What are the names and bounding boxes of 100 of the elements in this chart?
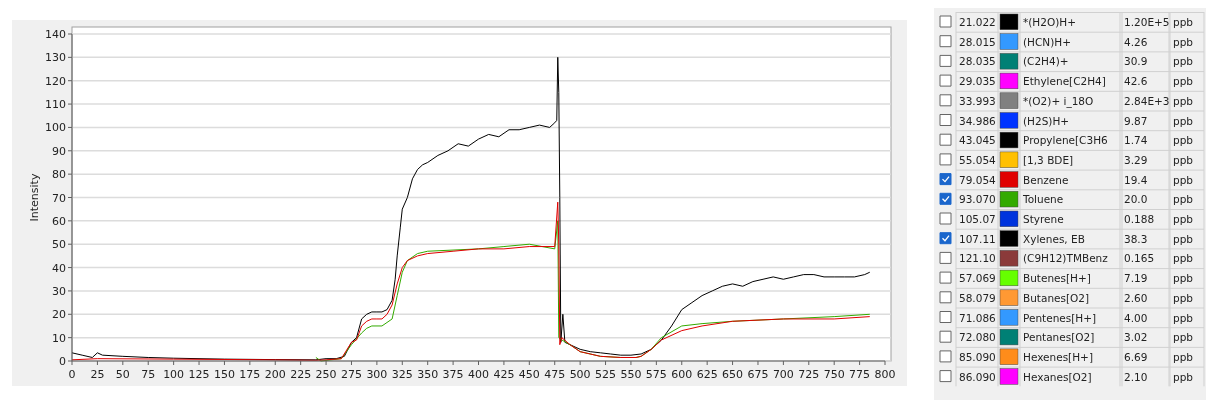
- text: ppb: [1173, 213, 1194, 225]
- text: ppb: [1173, 193, 1194, 206]
- x-tick-label: 250: [315, 368, 337, 381]
- text: ppb: [1173, 331, 1194, 344]
- legend-label: (C9H12)TMBenz: [1023, 252, 1109, 265]
- y-tick-label: 100: [45, 121, 66, 135]
- text: 34.986: [959, 114, 997, 127]
- y-tick-label: 0: [59, 355, 66, 368]
- x-tick-label: 375: [442, 368, 464, 381]
- y-tick-label: 10: [52, 331, 66, 345]
- y-tick-label: 80: [52, 168, 66, 182]
- legend-label: Benzene: [1023, 173, 1069, 186]
- text: ppb: [1173, 291, 1194, 304]
- legend-label: Xylenes, EB: [1023, 232, 1085, 245]
- text: ppb: [1173, 134, 1194, 147]
- x-tick-label: 75: [141, 368, 156, 381]
- text: 2.10: [1124, 370, 1148, 383]
- text: ppb: [1173, 153, 1194, 166]
- text: 29.035: [959, 75, 996, 88]
- text: 3.02: [1124, 331, 1148, 344]
- legend-label: Pentenes[H+]: [1023, 311, 1097, 324]
- legend-label: Hexenes[H+]: [1023, 350, 1093, 363]
- text: ppb: [1173, 94, 1194, 107]
- legend-label: Ethylene[C2H4]: [1023, 75, 1106, 88]
- x-tick-label: 50: [115, 368, 130, 381]
- legend-label: (H2S)H+: [1023, 114, 1070, 127]
- text: 19.4: [1124, 173, 1148, 186]
- y-tick-label: 20: [52, 308, 66, 322]
- text: 20.0: [1124, 193, 1148, 206]
- text: ppb: [1173, 252, 1194, 265]
- text: 7.19: [1124, 272, 1148, 285]
- y-tick-label: 50: [52, 238, 66, 252]
- text: 2.60: [1124, 291, 1148, 304]
- legend-label: Styrene: [1023, 213, 1064, 225]
- text: ppb: [1173, 232, 1194, 245]
- legend-label: Butenes[H+]: [1023, 272, 1091, 285]
- text: 86.090: [959, 370, 996, 383]
- text: 38.3: [1124, 232, 1148, 245]
- legend-label: Pentanes[O2]: [1023, 331, 1095, 344]
- legend-label: [1,3 BDE]: [1023, 153, 1074, 166]
- text: 9.87: [1124, 114, 1148, 127]
- text: 6.69: [1124, 350, 1148, 363]
- x-tick-label: 0: [68, 368, 76, 381]
- text: 105.07: [959, 213, 996, 225]
- y-tick-label: 90: [52, 144, 66, 158]
- legend-label: Propylene[C3H6: [1023, 134, 1109, 147]
- text: 42.6: [1124, 75, 1148, 88]
- x-tick-label: 700: [772, 368, 794, 381]
- x-tick-label: 100: [163, 368, 185, 381]
- y-tick-label: 40: [52, 261, 66, 275]
- text: 1.74: [1124, 134, 1148, 147]
- x-tick-label: 200: [264, 368, 286, 381]
- text: ppb: [1173, 272, 1194, 285]
- legend-label: (C2H4)+: [1023, 55, 1069, 68]
- x-tick-label: 175: [239, 368, 261, 381]
- x-tick-label: 775: [849, 368, 871, 381]
- text: 79.054: [959, 173, 997, 186]
- x-tick-label: 800: [874, 368, 896, 381]
- x-tick-label: 675: [747, 368, 769, 381]
- y-axis-title: Intensity: [28, 173, 41, 222]
- y-tick-label: 70: [52, 191, 66, 205]
- x-tick-label: 400: [468, 368, 489, 381]
- text: 57.069: [959, 272, 996, 285]
- x-tick-label: 275: [340, 368, 362, 381]
- text: 71.086: [959, 311, 997, 324]
- y-tick-label: 110: [45, 98, 66, 112]
- x-tick-label: 125: [188, 368, 210, 381]
- text: 3.29: [1124, 153, 1148, 166]
- text: 28.035: [959, 55, 996, 68]
- y-tick-label: 120: [45, 74, 66, 88]
- x-tick-label: 475: [544, 368, 566, 381]
- text: ppb: [1173, 370, 1194, 383]
- x-tick-label: 300: [366, 368, 388, 381]
- text: 21.022: [959, 16, 996, 28]
- text: ppb: [1173, 173, 1194, 186]
- text: 28.015: [959, 35, 996, 48]
- text: 107.11: [959, 232, 996, 245]
- x-tick-label: 525: [595, 368, 617, 381]
- text: ppb: [1173, 16, 1194, 28]
- text: ppb: [1173, 35, 1194, 48]
- x-tick-label: 450: [518, 368, 540, 381]
- text: 58.079: [959, 291, 996, 304]
- x-tick-label: 350: [417, 368, 439, 381]
- x-tick-label: 325: [391, 368, 413, 381]
- x-tick-label: 625: [696, 368, 718, 381]
- text: 2.84E+3: [1124, 94, 1170, 107]
- legend-label: Toluene: [1022, 193, 1064, 206]
- text: 30.9: [1124, 55, 1148, 68]
- x-tick-label: 150: [213, 368, 235, 381]
- legend-label: *(O2)+ i_18O: [1023, 94, 1094, 108]
- text: ppb: [1173, 350, 1194, 363]
- text: 93.070: [959, 193, 996, 206]
- x-tick-label: 725: [798, 368, 820, 381]
- x-tick-label: 550: [620, 368, 642, 381]
- text: ppb: [1173, 311, 1194, 324]
- legend-label: Hexanes[O2]: [1023, 370, 1092, 383]
- text: 0.165: [1124, 252, 1155, 265]
- line-series: [71, 56, 871, 361]
- text: 55.054: [959, 153, 997, 166]
- x-tick-label: 600: [671, 368, 693, 381]
